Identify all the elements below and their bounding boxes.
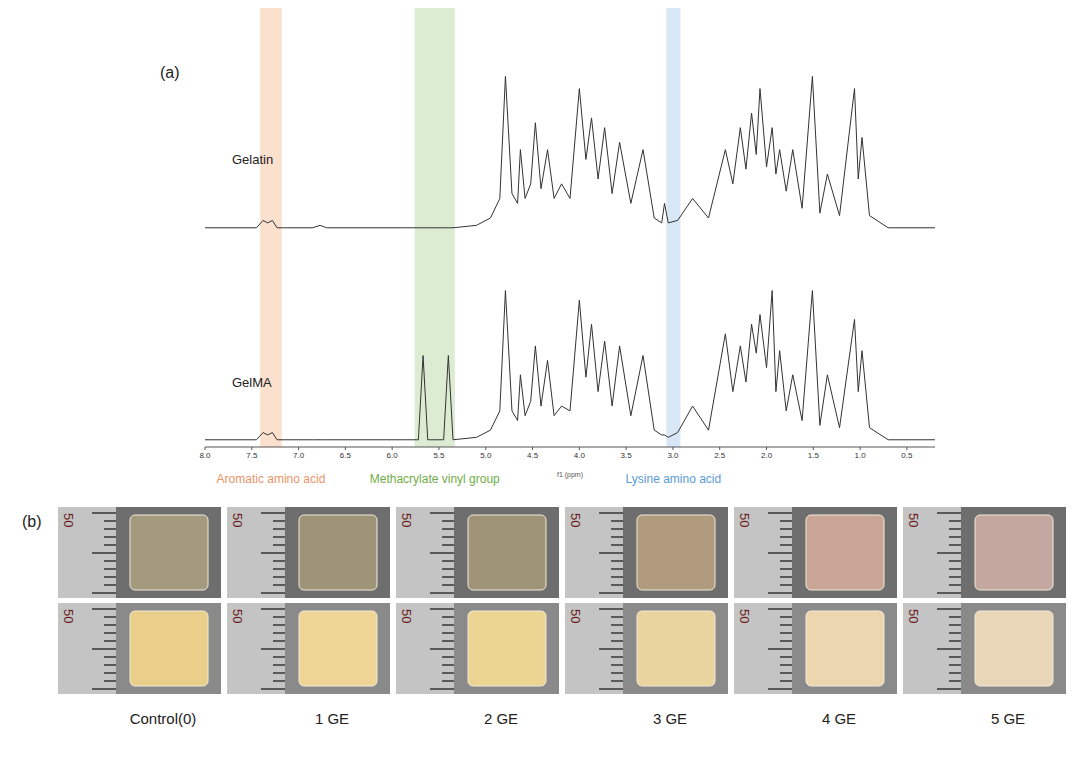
svg-text:2 GE: 2 GE — [484, 710, 518, 727]
svg-text:0.5: 0.5 — [901, 451, 913, 460]
svg-text:50: 50 — [399, 513, 414, 527]
svg-text:5.5: 5.5 — [433, 451, 445, 460]
svg-text:5 GE: 5 GE — [991, 710, 1025, 727]
svg-text:50: 50 — [399, 609, 414, 623]
svg-text:50: 50 — [230, 609, 245, 623]
html-text:Aromatic amino acid: Aromatic amino acid — [216, 472, 326, 486]
html-text:GelMA: GelMA — [232, 375, 272, 390]
svg-text:50: 50 — [737, 513, 752, 527]
html-text:(a): (a) — [160, 64, 180, 81]
svg-text:4 GE: 4 GE — [822, 710, 856, 727]
svg-text:4.0: 4.0 — [574, 451, 586, 460]
svg-text:3.5: 3.5 — [621, 451, 633, 460]
svg-text:8.0: 8.0 — [199, 451, 211, 460]
svg-text:2.5: 2.5 — [714, 451, 726, 460]
svg-text:50: 50 — [906, 513, 921, 527]
svg-text:1.0: 1.0 — [855, 451, 867, 460]
svg-text:50: 50 — [61, 609, 76, 623]
svg-text:2.0: 2.0 — [761, 451, 773, 460]
svg-text:Control(0): Control(0) — [130, 710, 197, 727]
svg-text:50: 50 — [61, 513, 76, 527]
svg-text:50: 50 — [230, 513, 245, 527]
svg-text:6.0: 6.0 — [387, 451, 399, 460]
svg-text:1.5: 1.5 — [808, 451, 820, 460]
svg-text:6.5: 6.5 — [340, 451, 352, 460]
svg-text:50: 50 — [737, 609, 752, 623]
svg-text:(b): (b) — [22, 513, 42, 530]
html-text:Methacrylate vinyl group: Methacrylate vinyl group — [369, 472, 500, 486]
svg-text:50: 50 — [568, 513, 583, 527]
html-text:Gelatin: Gelatin — [232, 152, 274, 167]
svg-text:1 GE: 1 GE — [315, 710, 349, 727]
svg-text:7.0: 7.0 — [293, 451, 305, 460]
svg-text:50: 50 — [568, 609, 583, 623]
svg-text:4.5: 4.5 — [527, 451, 539, 460]
html-text:Lysine amino acid: Lysine amino acid — [625, 472, 722, 486]
svg-text:3.0: 3.0 — [667, 451, 679, 460]
svg-text:3 GE: 3 GE — [653, 710, 687, 727]
svg-text:f1 (ppm): f1 (ppm) — [557, 471, 583, 479]
svg-text:7.5: 7.5 — [246, 451, 258, 460]
svg-text:5.0: 5.0 — [480, 451, 492, 460]
svg-text:50: 50 — [906, 609, 921, 623]
